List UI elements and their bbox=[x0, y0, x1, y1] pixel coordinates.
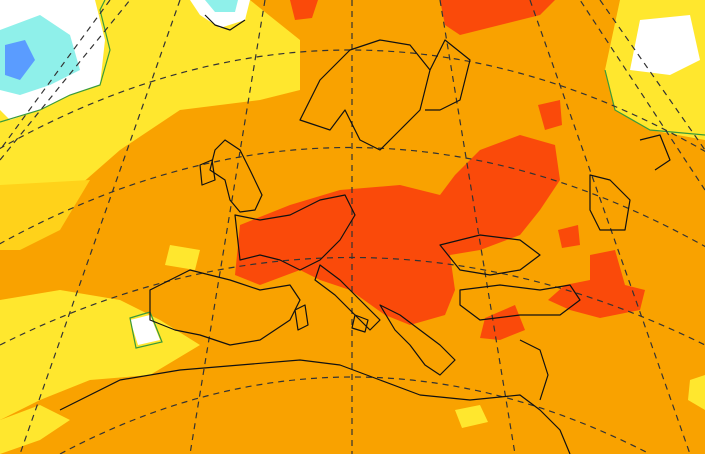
coastline bbox=[209, 139, 263, 213]
coastline bbox=[59, 359, 571, 454]
graticule-parallel bbox=[59, 376, 651, 454]
graticule-meridian bbox=[0, 0, 111, 151]
coastline bbox=[234, 194, 356, 271]
red-region bbox=[558, 225, 580, 248]
graticule-meridian bbox=[599, 0, 705, 151]
graticule-parallel bbox=[0, 256, 705, 346]
cyan-region bbox=[205, 0, 238, 12]
coastline bbox=[519, 339, 549, 401]
coastline bbox=[314, 264, 381, 331]
graticule-parallel bbox=[0, 147, 705, 248]
white-region bbox=[630, 15, 700, 75]
coastline bbox=[425, 39, 471, 111]
yellow-region bbox=[455, 405, 488, 428]
contour-line bbox=[604, 69, 705, 136]
coastline bbox=[204, 14, 246, 31]
graticule-meridian bbox=[0, 0, 131, 161]
contour-line bbox=[0, 0, 111, 123]
yellow-region bbox=[688, 375, 705, 410]
red-region bbox=[538, 100, 562, 130]
graticule-meridian bbox=[19, 0, 181, 454]
white-region bbox=[130, 315, 160, 345]
yellow-region bbox=[0, 180, 90, 250]
contour-line bbox=[129, 311, 163, 349]
coastline bbox=[459, 284, 581, 321]
blue-region bbox=[5, 40, 35, 80]
coastline bbox=[294, 304, 309, 331]
graticule-meridian bbox=[579, 0, 705, 191]
red-region bbox=[290, 0, 318, 20]
coastline bbox=[199, 159, 216, 186]
red-region bbox=[480, 305, 525, 340]
graticule-meridian bbox=[529, 0, 691, 454]
yellow-region bbox=[0, 405, 70, 454]
red-region bbox=[440, 0, 555, 35]
yellow-region bbox=[165, 245, 200, 270]
coastline bbox=[639, 134, 671, 171]
coastline bbox=[379, 304, 456, 376]
coastline bbox=[149, 269, 301, 346]
coastline bbox=[299, 39, 431, 151]
red-region bbox=[548, 250, 645, 318]
coastline bbox=[589, 174, 631, 231]
coastline bbox=[439, 234, 541, 276]
coastline bbox=[351, 314, 369, 333]
